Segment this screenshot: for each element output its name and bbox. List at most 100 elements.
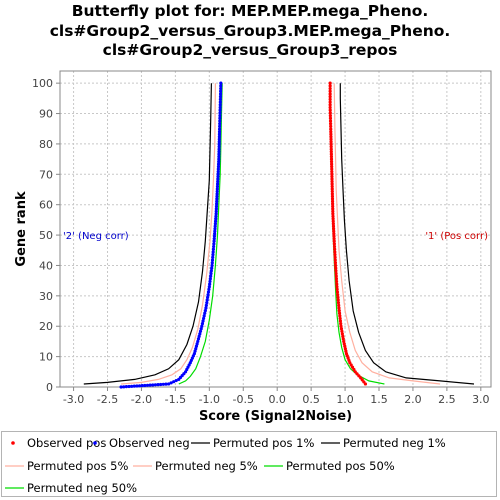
data-point xyxy=(337,303,341,307)
data-point xyxy=(329,157,334,161)
data-point xyxy=(214,212,218,216)
data-point xyxy=(216,179,220,184)
data-point xyxy=(338,314,342,318)
x-tick-label: 1.0 xyxy=(336,393,354,406)
data-point xyxy=(330,182,334,186)
y-tick-label: 10 xyxy=(39,351,53,364)
legend-swatch xyxy=(264,465,283,467)
data-point xyxy=(343,344,347,348)
data-point xyxy=(193,349,197,353)
data-point xyxy=(328,119,333,123)
x-tick-label: -2.5 xyxy=(97,393,118,406)
data-point xyxy=(334,277,339,281)
y-tick-label: 50 xyxy=(39,229,53,242)
x-tick-label: -1.0 xyxy=(199,393,220,406)
data-point xyxy=(202,316,206,321)
data-point xyxy=(215,182,220,186)
data-point xyxy=(218,92,223,96)
data-point xyxy=(216,177,220,181)
data-point xyxy=(337,306,341,310)
data-point xyxy=(217,145,221,149)
data-point xyxy=(337,309,341,313)
data-point xyxy=(207,287,211,291)
data-point xyxy=(166,382,171,386)
data-point xyxy=(206,293,210,297)
data-point xyxy=(328,105,332,110)
data-point xyxy=(328,111,332,115)
data-point xyxy=(217,157,221,161)
data-point xyxy=(329,152,333,156)
data-point xyxy=(328,103,332,107)
neg-corr-annotation: '2' (Neg corr) xyxy=(63,231,129,242)
data-point xyxy=(330,164,334,169)
data-point xyxy=(218,100,222,104)
y-tick-label: 20 xyxy=(39,320,53,333)
data-point xyxy=(333,253,337,257)
legend-swatch xyxy=(191,442,210,444)
data-point xyxy=(215,197,219,201)
chart-title: Butterfly plot for: MEP.MEP.mega_Pheno. … xyxy=(0,2,500,61)
data-point xyxy=(194,344,199,348)
data-point xyxy=(204,303,208,307)
data-point xyxy=(130,384,134,388)
data-point xyxy=(200,322,205,326)
data-point xyxy=(214,214,218,218)
legend-label: Permuted neg 50% xyxy=(27,481,138,495)
data-point xyxy=(214,209,218,213)
data-point xyxy=(340,332,344,336)
data-point xyxy=(330,189,334,194)
data-point xyxy=(340,329,344,333)
y-tick-label: 30 xyxy=(39,290,53,303)
data-point xyxy=(333,261,338,265)
data-point xyxy=(328,89,332,93)
data-point xyxy=(202,314,206,318)
legend-label: Permuted pos 1% xyxy=(213,436,315,450)
x-tick-label: 0.5 xyxy=(302,393,320,406)
data-point xyxy=(330,187,334,191)
data-point xyxy=(216,167,220,171)
series-permuted-neg-50 xyxy=(178,83,223,385)
data-point xyxy=(214,217,218,221)
data-point xyxy=(329,145,333,149)
data-point xyxy=(203,311,207,315)
data-point xyxy=(164,382,168,386)
data-point xyxy=(334,271,338,276)
data-point xyxy=(330,199,335,203)
y-tick-label: 70 xyxy=(39,168,53,181)
data-point xyxy=(330,184,334,189)
data-point xyxy=(342,339,346,344)
title-line-1: Butterfly plot for: MEP.MEP.mega_Pheno. xyxy=(71,2,429,20)
data-point xyxy=(143,383,147,388)
data-point xyxy=(218,95,223,99)
data-point xyxy=(328,122,333,126)
data-point xyxy=(333,263,338,268)
data-point xyxy=(196,339,200,344)
data-point xyxy=(334,269,338,273)
data-point xyxy=(330,179,334,184)
data-point xyxy=(328,81,332,85)
data-point xyxy=(205,301,209,305)
data-point xyxy=(330,169,334,174)
butterfly-chart: -3.0 -2.5 -2.0 -1.5 -1.0 -0.5 0.0 0.5 1.0 1.5 2.0 2… xyxy=(14,70,492,424)
data-point xyxy=(331,227,336,231)
data-point xyxy=(211,250,215,254)
data-point xyxy=(328,84,332,88)
data-point xyxy=(216,164,221,169)
data-point xyxy=(216,162,221,166)
series-permuted-neg-5 xyxy=(121,83,216,385)
data-point xyxy=(203,309,207,313)
series-permuted-pos-5 xyxy=(333,83,441,385)
title-line-3: cls#Group2_versus_Group3_repos xyxy=(102,41,398,59)
data-point xyxy=(331,202,335,206)
x-tick-label: 2.5 xyxy=(438,393,456,406)
data-point xyxy=(332,232,336,236)
legend-label: Permuted pos 50% xyxy=(286,459,395,473)
data-point xyxy=(212,239,216,243)
data-point xyxy=(192,351,196,356)
data-point xyxy=(331,209,335,213)
data-point xyxy=(328,97,332,101)
data-point xyxy=(330,172,334,176)
data-point xyxy=(212,244,216,249)
data-point xyxy=(210,258,215,262)
data-point xyxy=(215,199,219,203)
